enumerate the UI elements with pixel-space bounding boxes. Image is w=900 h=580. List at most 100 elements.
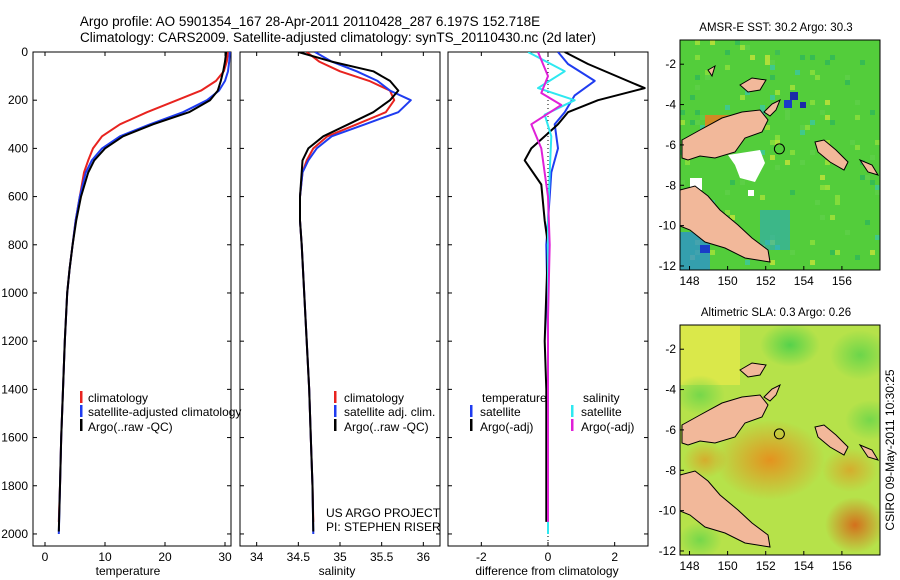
sst-pixel	[725, 65, 730, 70]
depth-tick-label: 1800	[1, 479, 28, 493]
sst-pixel	[740, 95, 745, 100]
sst-pixel	[710, 40, 715, 45]
salinity-panel-frame	[239, 51, 441, 547]
legend-label-climatology: climatology	[88, 391, 148, 405]
salinity-xtick-label: 34.5	[287, 550, 311, 564]
depth-tick-label: 1600	[1, 431, 28, 445]
temperature-xlabel: temperature	[96, 564, 161, 578]
sla-xtick-label: 150	[718, 559, 738, 573]
sst-pixel	[860, 60, 865, 65]
sla-ytick-label: -8	[665, 463, 676, 477]
sst-pixel	[815, 75, 820, 80]
credit-line1: US ARGO PROJECT	[326, 506, 441, 520]
sst-pixel	[765, 60, 770, 65]
temperature-series-group	[57, 52, 231, 535]
legend-label-satellite: satellite-adjusted climatology	[88, 405, 241, 419]
sst-pixel	[685, 160, 690, 165]
salinity-xlabel: salinity	[319, 564, 356, 578]
sst-pixel	[850, 140, 855, 145]
legend-swatch-temp-argo	[470, 419, 473, 431]
temperature-line-argo	[57, 52, 228, 532]
sst-pixel	[760, 195, 765, 200]
sst-pixel	[770, 60, 775, 65]
legend-swatch-satellite	[80, 405, 83, 417]
sla-argo-marker	[773, 428, 785, 440]
sst-pixel	[770, 65, 775, 70]
sla-ytick-label: -2	[665, 342, 676, 356]
legend-swatch-climatology	[80, 391, 83, 403]
sst-pixel	[800, 55, 805, 60]
sst-pixel	[810, 240, 815, 245]
sst-pixel	[870, 155, 875, 160]
sst-pixel	[710, 250, 715, 255]
sla-land	[680, 362, 880, 548]
sst-pixel	[825, 160, 830, 165]
sst-pixel	[745, 260, 750, 265]
sst-pixel	[770, 140, 775, 145]
legend-label-temp-argo: Argo(-adj)	[480, 420, 533, 434]
sst-pixel	[725, 210, 730, 215]
sst-pixel	[695, 110, 700, 115]
sst-pixel	[790, 150, 795, 155]
sst-pixel	[775, 90, 780, 95]
sst-pixel	[870, 180, 875, 185]
salinity-xtick-label: 35	[333, 550, 347, 564]
sst-pixel	[855, 255, 860, 260]
sst-pixel	[825, 115, 830, 120]
sst-map	[680, 40, 880, 270]
sst-xtick-label: 150	[718, 274, 738, 288]
sst-pixel	[760, 105, 765, 110]
sst-pixel	[770, 155, 775, 160]
difference-legend: temperature satellite Argo(-adj) salinit…	[470, 391, 634, 434]
temperature-legend: climatology satellite-adjusted climatolo…	[80, 391, 241, 434]
sst-pixel	[725, 190, 730, 195]
sst-pixel	[745, 45, 750, 50]
sst-pixel	[830, 55, 835, 60]
sla-ytick-label: -4	[665, 383, 676, 397]
sst-pixel	[680, 180, 685, 185]
sst-pixel	[845, 80, 850, 85]
sst-pixel	[810, 120, 815, 125]
sst-pixel	[680, 120, 685, 125]
sst-pixel	[830, 215, 835, 220]
difference-xtick-label: 2	[611, 550, 618, 564]
sla-ytick-label: -10	[659, 504, 677, 518]
sst-ytick-label: -10	[659, 219, 677, 233]
sst-pixel	[695, 40, 700, 45]
sst-pixel	[760, 150, 765, 155]
temperature-xtick-label: 30	[218, 550, 232, 564]
legend-swatch-climatology	[334, 391, 337, 403]
legend-swatch-temp-satellite	[470, 405, 473, 417]
sla-map	[680, 325, 880, 555]
depth-tick-label: 400	[8, 141, 28, 155]
sst-ytick-label: -6	[665, 138, 676, 152]
figure-title-line1: Argo profile: AO 5901354_167 28-Apr-2011…	[80, 14, 540, 29]
sst-pixel	[695, 75, 700, 80]
sst-pixel	[695, 85, 700, 90]
sst-pixel	[785, 160, 790, 165]
sst-pixel	[820, 215, 825, 220]
temperature-panel-frame	[32, 51, 232, 547]
sst-pixel	[740, 180, 745, 185]
sst-pixel	[820, 175, 825, 180]
sst-pixel	[775, 135, 780, 140]
sla-map-title: Altimetric SLA: 0.3 Argo: 0.26	[701, 307, 851, 319]
depth-tick-label: 1400	[1, 382, 28, 396]
depth-tick-label: 2000	[1, 527, 28, 541]
sst-pixel	[690, 95, 695, 100]
sst-pixel	[790, 190, 795, 195]
sst-ytick-label: -2	[665, 57, 676, 71]
sst-pixel	[825, 60, 830, 65]
sst-pixel	[700, 115, 705, 120]
sst-pixel	[875, 140, 880, 145]
sst-pixel	[690, 120, 695, 125]
axes-layer: 0 10 20 30020040060080010001200140016001800…	[1, 45, 648, 564]
sst-xtick-label: 152	[756, 274, 776, 288]
sst-pixel	[815, 200, 820, 205]
legend-label-sal-argo: Argo(-adj)	[581, 420, 634, 434]
sst-pixel	[855, 115, 860, 120]
sst-pixel	[770, 260, 775, 265]
sst-pixel	[875, 185, 880, 190]
sst-pixel	[725, 50, 730, 55]
